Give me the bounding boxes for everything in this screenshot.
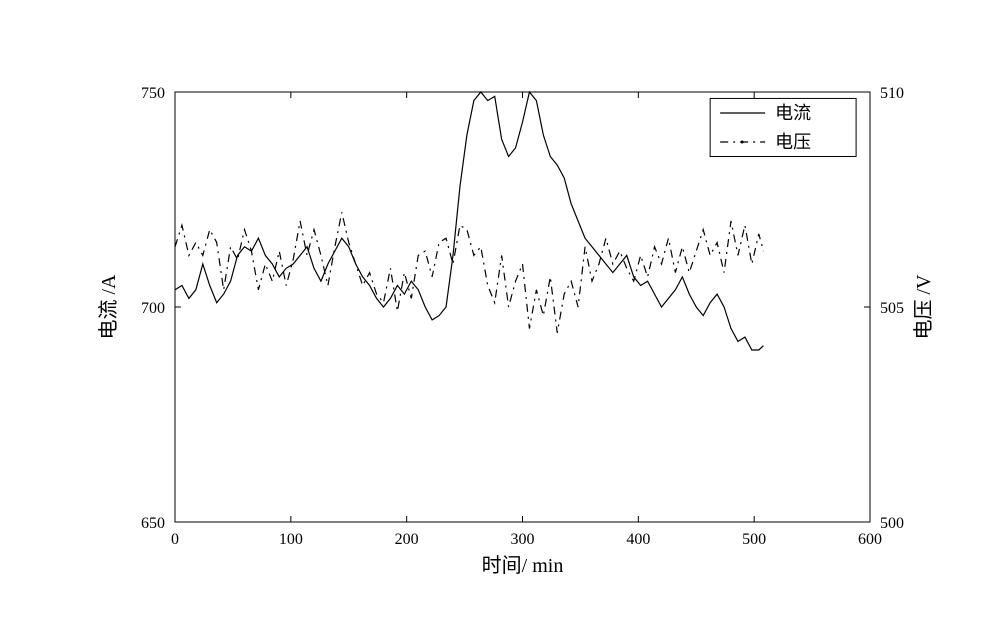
y-left-tick-label: 650 <box>141 515 165 532</box>
x-tick-label: 400 <box>626 531 650 548</box>
legend-dot-voltage <box>741 140 744 143</box>
y-right-tick-label: 500 <box>880 515 904 532</box>
x-tick-label: 200 <box>395 531 419 548</box>
y-right-axis-label: 电压 /V <box>912 274 935 340</box>
legend-label-voltage: 电压 <box>775 132 811 152</box>
x-tick-label: 100 <box>279 531 303 548</box>
x-tick-label: 500 <box>742 531 766 548</box>
x-tick-label: 0 <box>171 531 179 548</box>
y-left-tick-label: 700 <box>141 300 165 317</box>
y-left-axis-label: 电流 /A <box>97 274 120 340</box>
legend-label-current: 电流 <box>775 103 811 123</box>
x-axis-label: 时间/ min <box>482 554 564 577</box>
y-left-tick-label: 750 <box>141 85 165 102</box>
y-right-tick-label: 505 <box>880 300 904 317</box>
series-current <box>175 92 763 350</box>
x-tick-label: 300 <box>511 531 535 548</box>
x-tick-label: 600 <box>858 531 882 548</box>
dual-axis-line-chart: 0100200300400500600时间/ min650700750电流 /A… <box>0 0 1000 634</box>
y-right-tick-label: 510 <box>880 85 904 102</box>
series-voltage <box>175 212 763 332</box>
